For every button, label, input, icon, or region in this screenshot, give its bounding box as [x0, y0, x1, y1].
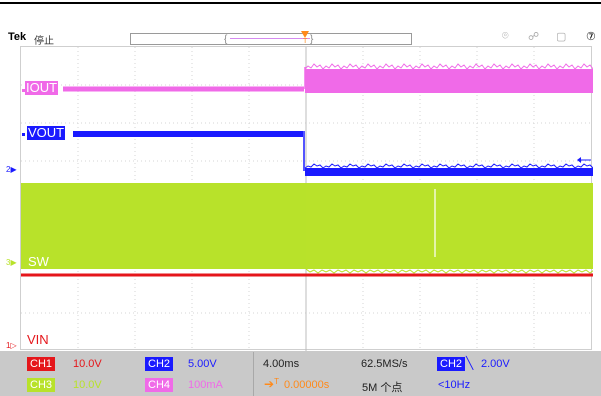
acquisition-status: 停止	[34, 36, 54, 47]
ch4-scale[interactable]: 100mA	[188, 379, 223, 391]
ch4-iout-noise	[304, 63, 593, 70]
help-icon[interactable]: ⑦	[586, 31, 596, 43]
ch2-level-number: 2	[6, 165, 11, 174]
trigger-level[interactable]: 2.00V	[481, 358, 510, 370]
network-icon: ☍	[528, 31, 540, 43]
sample-rate: 62.5MS/s	[361, 358, 408, 370]
ch3-sw-trace-after	[306, 183, 593, 269]
ch1-badge[interactable]: CH1	[27, 357, 56, 371]
record-length: 5M 个点	[362, 382, 403, 394]
ch1-level-number: 1	[6, 341, 11, 350]
record-view-right-bracket: }	[310, 34, 314, 45]
trigger-position-marker[interactable]: T	[300, 30, 310, 45]
wifi-icon: ⌾	[502, 30, 509, 42]
window-icon: ▢	[556, 31, 567, 43]
ch2-scale[interactable]: 5.00V	[188, 358, 217, 370]
ch3-badge[interactable]: CH3	[27, 378, 56, 392]
ch3-noise	[305, 268, 593, 274]
ch1-level-marker[interactable]: 1▷	[6, 341, 17, 350]
sw-label: SW	[27, 254, 50, 269]
ch3-level-marker[interactable]: 3▶	[6, 258, 17, 267]
settings-panel	[0, 351, 601, 396]
top-border-line	[0, 2, 601, 4]
trigger-level-arrow	[577, 157, 591, 163]
record-view-bar[interactable]	[130, 33, 412, 45]
horizontal-scale[interactable]: 4.00ms	[263, 358, 300, 370]
iout-label: IOUT	[25, 80, 59, 95]
trigger-source-badge[interactable]: CH2	[437, 357, 466, 371]
ch2-level-marker[interactable]: 2▶	[6, 165, 17, 174]
record-view-left-bracket: {	[224, 34, 228, 45]
ch3-level-number: 3	[6, 258, 11, 267]
trigger-delay[interactable]: 0.00000s	[284, 379, 330, 391]
ch4-iout-trace-after	[305, 69, 593, 93]
ch2-vout-trace-after	[305, 168, 593, 176]
ch2-badge[interactable]: CH2	[145, 357, 174, 371]
trigger-delay-icon: ➔T	[264, 377, 279, 391]
svg-text:T: T	[303, 38, 308, 43]
vin-label: VIN	[27, 332, 49, 347]
ch2-marker	[22, 133, 25, 136]
waveform-display[interactable]: IOUT VOUT SW VIN	[20, 46, 593, 351]
ch4-badge[interactable]: CH4	[145, 378, 174, 392]
brand-logo: Tek	[8, 31, 27, 43]
panel-divider	[253, 352, 254, 396]
falling-edge-icon: ╲	[466, 356, 474, 370]
vout-label: VOUT	[27, 125, 66, 140]
trigger-frequency: <10Hz	[438, 379, 471, 391]
ch4-marker	[22, 89, 25, 92]
ch2-vout-noise	[304, 163, 593, 169]
record-view-window	[230, 38, 310, 39]
ch1-scale[interactable]: 10.0V	[73, 358, 102, 370]
ch3-scale[interactable]: 10.0V	[73, 379, 102, 391]
